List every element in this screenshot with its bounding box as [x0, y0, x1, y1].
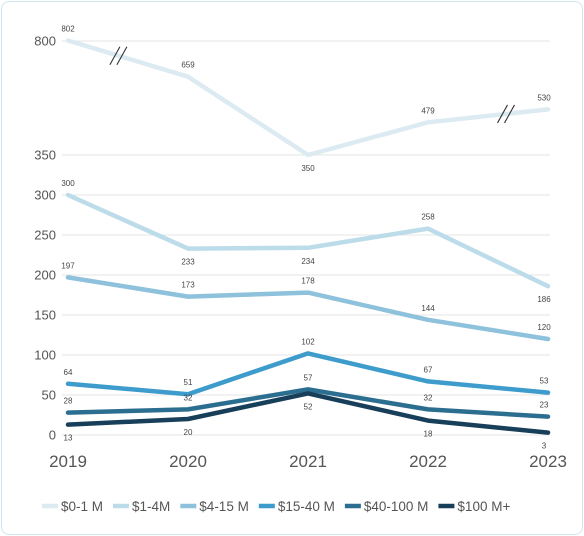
data-label: 479	[421, 106, 435, 115]
data-label: 51	[184, 378, 193, 387]
series-line-1	[65, 192, 551, 289]
series-lines	[65, 38, 551, 435]
legend-item-0: $0-1 M	[42, 499, 103, 514]
break-mark	[109, 46, 128, 65]
y-tick-label: 100	[34, 348, 56, 363]
series-line-0	[65, 38, 551, 158]
data-label: 28	[64, 397, 73, 406]
data-label: 300	[61, 179, 75, 188]
break-stroke	[497, 104, 508, 124]
data-label: 67	[424, 365, 433, 374]
legend-label: $15-40 M	[278, 499, 335, 514]
data-label: 173	[181, 281, 195, 290]
data-label: 530	[537, 93, 551, 102]
data-label: 53	[540, 377, 549, 386]
break-stroke	[504, 104, 515, 124]
break-stroke	[116, 46, 128, 65]
series-line-5	[65, 391, 551, 435]
data-label: 13	[64, 434, 73, 443]
data-label: 52	[304, 402, 313, 411]
grid-lines	[62, 40, 550, 436]
data-label: 234	[301, 257, 315, 266]
legend-label: $0-1 M	[61, 499, 103, 514]
series-line-4	[65, 387, 551, 419]
legend-label: $40-100 M	[364, 499, 429, 514]
data-label: 3	[542, 442, 547, 451]
y-tick-label: 50	[42, 388, 56, 403]
data-label: 802	[61, 24, 75, 33]
series-line-3	[65, 351, 551, 397]
data-label: 32	[424, 393, 433, 402]
y-tick-label: 200	[34, 268, 56, 283]
data-label: 57	[304, 373, 313, 382]
y-tick-label: 150	[34, 308, 56, 323]
x-tick-label: 2019	[49, 452, 87, 471]
break-mark	[497, 104, 515, 124]
y-tick-label: 350	[34, 148, 56, 163]
data-label: 20	[184, 428, 193, 437]
data-label: 18	[424, 430, 433, 439]
legend: $0-1 M $1-4M $4-15 M $15-40 M $40-100 M $100 …	[42, 499, 510, 514]
data-label: 120	[537, 323, 551, 332]
legend-label: $1-4M	[132, 499, 170, 514]
y-tick-label: 250	[34, 228, 56, 243]
data-label: 32	[184, 393, 193, 402]
data-label: 178	[301, 277, 315, 286]
legend-label: $4-15 M	[199, 499, 249, 514]
x-tick-label: 2023	[529, 452, 567, 471]
legend-item-1: $1-4M	[113, 499, 170, 514]
x-tick-label: 2021	[289, 452, 327, 471]
data-label: 659	[181, 61, 195, 70]
data-label: 186	[537, 295, 551, 304]
data-label: 197	[61, 261, 75, 270]
legend-label: $100 M+	[457, 499, 510, 514]
data-label: 144	[421, 304, 435, 313]
legend-item-5: $100 M+	[438, 499, 510, 514]
x-tick-label: 2020	[169, 452, 207, 471]
data-label: 64	[64, 368, 73, 377]
y-tick-label: 800	[34, 34, 56, 49]
legend-item-2: $4-15 M	[180, 499, 249, 514]
legend-item-3: $15-40 M	[258, 499, 335, 514]
data-label: 23	[540, 401, 549, 410]
x-axis-ticks: 2019 2020 2021 2022 2023	[49, 452, 567, 471]
y-tick-label: 0	[49, 428, 56, 443]
data-label: 233	[181, 258, 195, 267]
data-label: 102	[301, 337, 315, 346]
x-tick-label: 2022	[409, 452, 447, 471]
axis-break-marks	[109, 46, 515, 124]
y-tick-label: 300	[34, 188, 56, 203]
legend-item-4: $40-100 M	[344, 499, 429, 514]
break-stroke	[109, 46, 121, 65]
data-label: 258	[421, 213, 435, 222]
data-label: 350	[301, 164, 315, 173]
y-axis-ticks: 0 50 100 150 200 250 300 350 800	[34, 34, 56, 443]
series-line-2	[65, 275, 551, 342]
